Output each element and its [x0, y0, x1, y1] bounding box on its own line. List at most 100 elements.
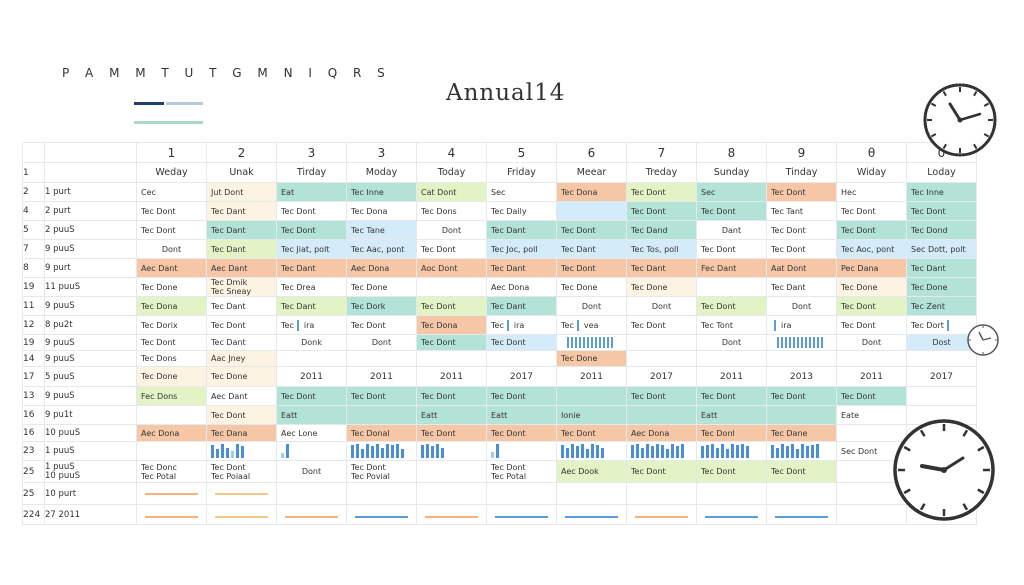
calendar-cell[interactable]: Tec vea — [556, 315, 627, 335]
calendar-cell[interactable]: Tec Dant — [206, 334, 277, 351]
calendar-cell[interactable]: Aec Dook — [556, 460, 627, 483]
calendar-cell[interactable]: Sec Dott, polt — [906, 239, 977, 259]
calendar-cell[interactable]: Hec — [836, 182, 907, 202]
calendar-cell[interactable]: Tec Dons — [136, 350, 207, 367]
calendar-cell[interactable]: Tec Dont — [906, 201, 977, 221]
calendar-cell[interactable]: Tec Dont — [556, 258, 627, 278]
calendar-cell[interactable]: Tec Tos, poll — [626, 239, 697, 259]
calendar-cell[interactable]: Tec Dant — [626, 258, 697, 278]
calendar-cell[interactable]: Tec Dont — [696, 201, 767, 221]
calendar-cell[interactable]: Tec Dont — [416, 296, 487, 316]
calendar-cell[interactable]: Tec Dont — [416, 424, 487, 442]
column-number[interactable]: 6 — [556, 142, 627, 163]
calendar-cell[interactable]: Fec Dant — [696, 258, 767, 278]
calendar-cell[interactable]: Eatt — [416, 405, 487, 425]
column-number[interactable]: 3 — [346, 142, 417, 163]
calendar-cell[interactable]: Cec — [136, 182, 207, 202]
calendar-cell[interactable]: 2017 — [906, 366, 977, 387]
calendar-cell[interactable] — [206, 441, 277, 461]
calendar-cell[interactable]: Tec Dona — [136, 296, 207, 316]
calendar-cell[interactable] — [766, 350, 837, 367]
column-day-name[interactable]: Weday — [136, 162, 207, 183]
column-number[interactable]: 2 — [206, 142, 277, 163]
calendar-cell[interactable] — [556, 441, 627, 461]
calendar-cell[interactable]: Tec Dona — [556, 182, 627, 202]
calendar-cell[interactable] — [696, 482, 767, 505]
column-day-name[interactable]: Moday — [346, 162, 417, 183]
column-day-name[interactable]: Treday — [626, 162, 697, 183]
calendar-cell[interactable]: 2017 — [626, 366, 697, 387]
calendar-cell[interactable] — [416, 441, 487, 461]
calendar-cell[interactable]: Tec Dant — [206, 201, 277, 221]
calendar-cell[interactable]: Tec Aac, pont — [346, 239, 417, 259]
calendar-cell[interactable]: Eat — [276, 182, 347, 202]
calendar-cell[interactable] — [346, 350, 417, 367]
calendar-cell[interactable] — [276, 504, 347, 525]
calendar-cell[interactable]: Tec Dont — [486, 386, 557, 406]
calendar-cell[interactable]: Dont — [836, 334, 907, 351]
calendar-cell[interactable] — [906, 405, 977, 425]
calendar-cell[interactable]: Aec Dona — [626, 424, 697, 442]
calendar-cell[interactable]: 2011 — [416, 366, 487, 387]
calendar-cell[interactable]: Tec Dont Tec Poiaal — [206, 460, 277, 483]
calendar-cell[interactable]: Tec Dont — [766, 220, 837, 240]
calendar-cell[interactable]: Dont — [626, 296, 697, 316]
calendar-cell[interactable]: Tec Done — [136, 366, 207, 387]
calendar-cell[interactable] — [206, 482, 277, 505]
calendar-cell[interactable]: Tec Done — [136, 277, 207, 297]
calendar-cell[interactable] — [346, 504, 417, 525]
column-day-name[interactable]: Loday — [906, 162, 977, 183]
calendar-cell[interactable]: Aec Dona — [346, 258, 417, 278]
calendar-cell[interactable]: Sec — [486, 182, 557, 202]
calendar-cell[interactable] — [836, 350, 907, 367]
calendar-cell[interactable]: Aac Jney — [206, 350, 277, 367]
calendar-cell[interactable] — [626, 504, 697, 525]
calendar-cell[interactable]: Fec Dons — [136, 386, 207, 406]
calendar-cell[interactable] — [556, 386, 627, 406]
calendar-cell[interactable] — [486, 350, 557, 367]
calendar-cell[interactable]: Tec Dont — [416, 334, 487, 351]
calendar-cell[interactable]: Tec Dant — [556, 239, 627, 259]
calendar-cell[interactable]: Tec Done — [556, 277, 627, 297]
calendar-cell[interactable] — [626, 334, 697, 351]
calendar-cell[interactable]: Tec Dont — [346, 386, 417, 406]
column-day-name[interactable]: Sunday — [696, 162, 767, 183]
calendar-cell[interactable]: Tec Dont — [696, 386, 767, 406]
calendar-cell[interactable] — [416, 460, 487, 483]
calendar-cell[interactable]: Tec Done — [906, 277, 977, 297]
calendar-cell[interactable]: ira — [766, 315, 837, 335]
calendar-cell[interactable] — [486, 482, 557, 505]
calendar-cell[interactable]: Dost — [906, 334, 977, 351]
column-number[interactable]: θ — [836, 142, 907, 163]
calendar-cell[interactable] — [136, 504, 207, 525]
calendar-cell[interactable]: 2011 — [346, 366, 417, 387]
calendar-cell[interactable]: Sec — [696, 182, 767, 202]
column-day-name[interactable]: Tirday — [276, 162, 347, 183]
calendar-cell[interactable]: Tec Dont — [696, 460, 767, 483]
calendar-cell[interactable]: Tec Dont — [206, 315, 277, 335]
calendar-cell[interactable]: Tec Dorix — [136, 315, 207, 335]
column-day-name[interactable]: Today — [416, 162, 487, 183]
calendar-cell[interactable]: Aat Dont — [766, 258, 837, 278]
calendar-cell[interactable] — [206, 504, 277, 525]
calendar-cell[interactable]: Tec Dont — [486, 334, 557, 351]
calendar-cell[interactable] — [696, 504, 767, 525]
calendar-cell[interactable]: Tec Dont — [346, 315, 417, 335]
calendar-cell[interactable]: Eatt — [276, 405, 347, 425]
calendar-cell[interactable]: Tec Dant — [276, 296, 347, 316]
calendar-cell[interactable]: Tec Dont Tec Potal — [486, 460, 557, 483]
calendar-cell[interactable]: Tec Dont — [766, 239, 837, 259]
calendar-cell[interactable] — [556, 201, 627, 221]
calendar-cell[interactable]: Tec Dona — [416, 315, 487, 335]
calendar-cell[interactable] — [766, 482, 837, 505]
calendar-cell[interactable]: Tec ira — [276, 315, 347, 335]
calendar-cell[interactable]: Tec Dont — [626, 201, 697, 221]
calendar-cell[interactable]: Tec Done — [626, 277, 697, 297]
calendar-cell[interactable]: Tec Dont — [626, 182, 697, 202]
calendar-cell[interactable]: Eate — [836, 405, 907, 425]
calendar-cell[interactable]: Tec Dont — [206, 405, 277, 425]
calendar-cell[interactable] — [346, 441, 417, 461]
calendar-cell[interactable]: Cat Dont — [416, 182, 487, 202]
calendar-cell[interactable]: Tec Dant — [206, 239, 277, 259]
calendar-cell[interactable] — [416, 482, 487, 505]
